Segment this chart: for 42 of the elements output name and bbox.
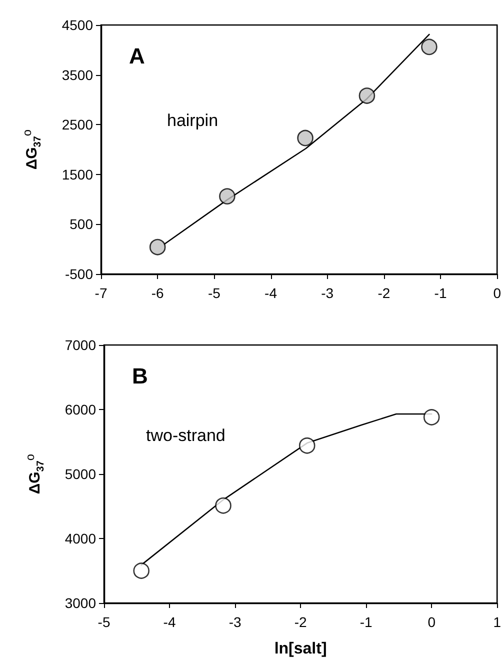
y-tick-label: 6000: [64, 402, 96, 418]
y-tick-label: 2500: [62, 116, 94, 133]
x-tick-label: 0: [428, 614, 436, 630]
point: [133, 562, 150, 579]
x-tick-label: -2: [294, 614, 307, 630]
x-tick-label: -5: [208, 285, 221, 301]
y-tick-label: 500: [70, 216, 94, 232]
y-tick-label: 3000: [64, 595, 96, 611]
point: [298, 437, 316, 454]
y-tick-label: 4500: [62, 17, 94, 33]
y-tick-label: -500: [64, 266, 94, 282]
point: [149, 238, 166, 256]
y-tick-label: 5000: [64, 466, 96, 482]
x-tick-label: -3: [228, 614, 242, 630]
x-tick-label: -1: [434, 285, 447, 301]
point: [297, 130, 314, 146]
x-tick-label: -7: [94, 285, 108, 301]
x-tick-label: -1: [360, 614, 373, 630]
annotation: B: [132, 364, 148, 388]
x-tick-label: -4: [163, 614, 176, 630]
point: [421, 38, 438, 56]
y-tick-label: 4000: [64, 530, 96, 546]
x-tick-label: 0: [493, 285, 502, 301]
x-axis-title: ln[salt]: [274, 640, 327, 658]
point: [423, 409, 440, 426]
annotation: A: [129, 44, 145, 68]
point: [358, 88, 376, 104]
y-tick-label: 3500: [62, 66, 94, 83]
x-tick-label: -2: [378, 285, 390, 301]
x-tick-label: -6: [151, 285, 164, 301]
point: [215, 497, 232, 514]
y-tick-label: 1500: [62, 166, 94, 182]
y-tick-label: 7000: [64, 337, 96, 353]
x-tick-label: -3: [321, 285, 334, 301]
y-axis-title: ΔG37o: [20, 129, 44, 170]
annotation: two-strand: [146, 426, 226, 445]
x-tick-label: -4: [264, 285, 278, 301]
point: [219, 188, 236, 204]
x-tick-label: -5: [98, 614, 110, 630]
y-axis-title: ΔG37o: [23, 454, 46, 494]
annotation: hairpin: [167, 111, 218, 130]
x-tick-label: 1: [493, 614, 502, 630]
